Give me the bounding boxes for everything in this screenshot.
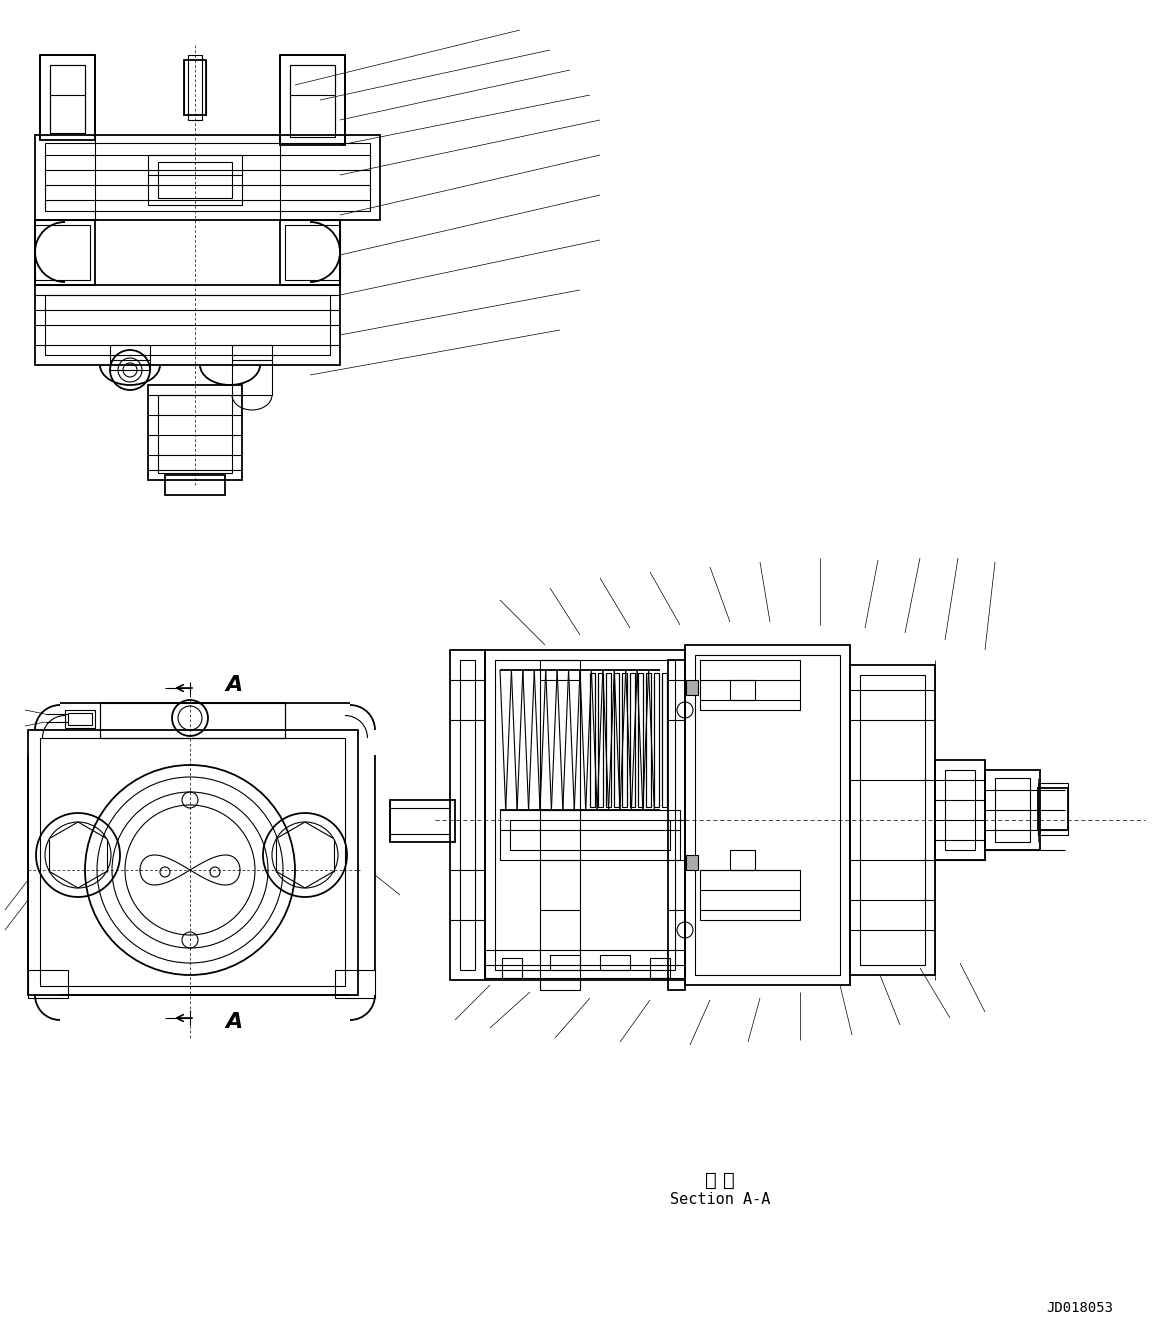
Bar: [730, 680, 755, 700]
Bar: [450, 650, 485, 979]
Bar: [650, 958, 670, 978]
Bar: [67, 713, 92, 725]
Bar: [50, 66, 85, 132]
Bar: [614, 673, 619, 807]
Bar: [35, 219, 95, 285]
Bar: [184, 60, 206, 115]
Text: A: A: [224, 1012, 242, 1032]
Bar: [335, 970, 374, 998]
Bar: [280, 55, 345, 145]
Bar: [1039, 783, 1068, 835]
Bar: [231, 345, 272, 395]
Bar: [165, 475, 224, 495]
Bar: [502, 958, 522, 978]
Bar: [606, 673, 611, 807]
Bar: [685, 645, 850, 985]
Bar: [686, 855, 698, 870]
Bar: [590, 673, 595, 807]
Bar: [148, 155, 242, 205]
Bar: [158, 395, 231, 474]
Bar: [45, 143, 370, 211]
Bar: [730, 850, 755, 870]
Bar: [540, 660, 580, 990]
Bar: [638, 673, 643, 807]
Bar: [645, 673, 651, 807]
Bar: [695, 656, 840, 975]
Bar: [40, 55, 95, 140]
Bar: [500, 809, 680, 860]
Bar: [35, 135, 380, 219]
Bar: [630, 673, 635, 807]
Bar: [148, 385, 242, 480]
Bar: [35, 285, 340, 365]
Bar: [700, 870, 800, 921]
Bar: [600, 955, 630, 970]
Bar: [662, 673, 668, 807]
Bar: [28, 731, 358, 995]
Bar: [935, 760, 985, 860]
Bar: [28, 970, 67, 998]
Bar: [390, 800, 455, 842]
Bar: [158, 162, 231, 198]
Bar: [100, 702, 285, 739]
Bar: [859, 674, 925, 965]
Bar: [946, 769, 975, 850]
Bar: [290, 66, 335, 136]
Bar: [285, 225, 340, 280]
Bar: [45, 294, 330, 355]
Text: A: A: [224, 674, 242, 694]
Bar: [110, 345, 150, 371]
Bar: [850, 665, 935, 975]
Bar: [485, 950, 685, 978]
Bar: [996, 777, 1030, 842]
Bar: [35, 225, 90, 280]
Bar: [686, 680, 698, 694]
Bar: [485, 650, 685, 979]
Bar: [1039, 788, 1068, 830]
Bar: [511, 820, 670, 850]
Bar: [550, 955, 580, 970]
Bar: [622, 673, 627, 807]
Bar: [65, 710, 95, 728]
Bar: [280, 219, 340, 285]
Text: JD018053: JD018053: [1047, 1301, 1113, 1315]
Bar: [668, 660, 685, 990]
Bar: [40, 739, 345, 986]
Bar: [700, 660, 800, 710]
Bar: [654, 673, 659, 807]
Text: Section A-A: Section A-A: [670, 1192, 770, 1207]
Text: 断 面: 断 面: [705, 1171, 735, 1189]
Bar: [188, 55, 202, 120]
Bar: [495, 660, 675, 970]
Bar: [598, 673, 602, 807]
Bar: [461, 660, 475, 970]
Bar: [985, 769, 1040, 850]
